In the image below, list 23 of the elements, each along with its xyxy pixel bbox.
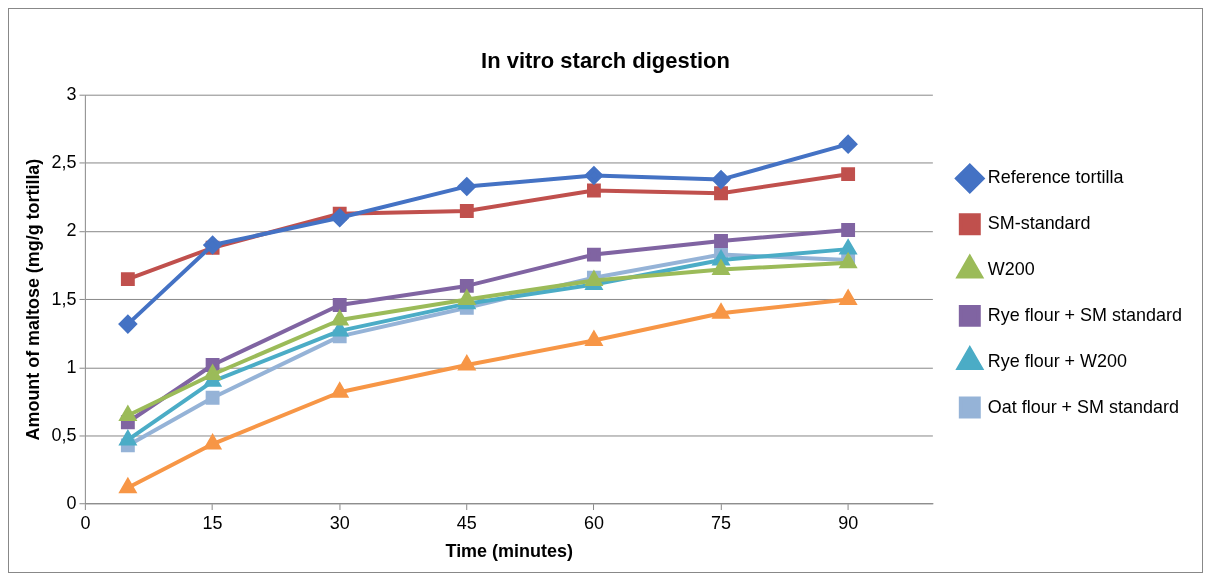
x-tick-label: 45 bbox=[456, 512, 477, 533]
y-tick-label: 1 bbox=[66, 356, 77, 377]
x-tick-label: 90 bbox=[838, 512, 859, 533]
x-tick-label: 30 bbox=[329, 512, 350, 533]
legend-label: SM-standard bbox=[987, 213, 1091, 234]
x-tick-label: 60 bbox=[583, 512, 604, 533]
legend-label: Rye flour + W200 bbox=[987, 350, 1127, 371]
legend-label: Reference tortilla bbox=[987, 167, 1124, 188]
legend-label: W200 bbox=[987, 259, 1035, 280]
x-axis-title: Time (minutes) bbox=[445, 541, 573, 562]
y-tick-label: 0,5 bbox=[51, 424, 77, 445]
legend-label: Oat flour + SM standard bbox=[987, 396, 1179, 417]
chart-title: In vitro starch digestion bbox=[481, 48, 730, 74]
legend-label: Rye flour + SM standard bbox=[987, 304, 1182, 325]
x-tick-label: 15 bbox=[202, 512, 223, 533]
y-tick-label: 1,5 bbox=[51, 288, 77, 309]
y-tick-label: 0 bbox=[66, 493, 77, 513]
y-tick-label: 2 bbox=[66, 220, 77, 241]
x-tick-label: 75 bbox=[711, 512, 732, 533]
y-tick-label: 2,5 bbox=[51, 152, 77, 173]
x-tick-label: 0 bbox=[80, 512, 91, 533]
y-tick-label: 3 bbox=[66, 84, 77, 105]
y-axis-title: Amount of maltose (mg/g tortilla) bbox=[22, 158, 43, 441]
